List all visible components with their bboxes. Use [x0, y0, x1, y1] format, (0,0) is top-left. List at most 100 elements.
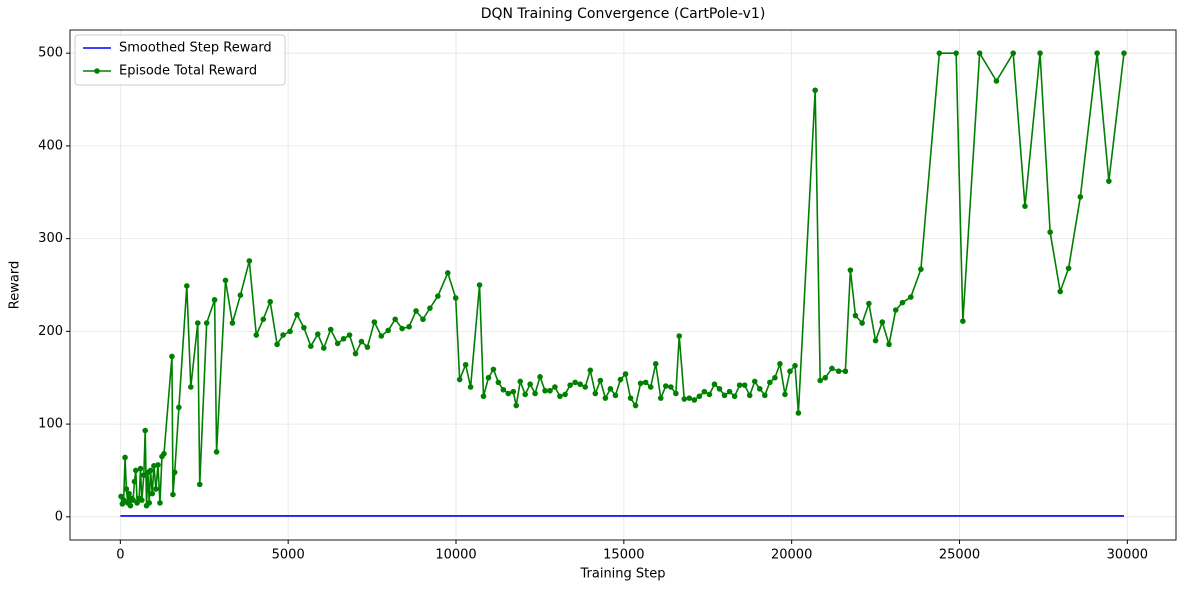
point	[456, 376, 463, 383]
point	[346, 332, 353, 338]
point	[120, 497, 127, 503]
point	[542, 387, 548, 394]
point	[169, 353, 175, 360]
point	[141, 472, 147, 478]
point	[852, 312, 859, 319]
point	[577, 381, 584, 388]
x-tick-label: 0	[116, 548, 124, 563]
point	[406, 323, 412, 330]
point	[592, 390, 599, 397]
point	[188, 384, 194, 390]
legend-label: Smoothed Step Reward	[119, 41, 272, 56]
point	[352, 350, 359, 357]
point	[253, 332, 260, 338]
point	[340, 335, 347, 342]
point	[762, 392, 768, 399]
point	[632, 402, 639, 409]
point	[812, 87, 818, 94]
point	[301, 324, 307, 331]
point	[1094, 50, 1100, 56]
point	[607, 386, 614, 392]
point	[364, 344, 371, 350]
point	[513, 402, 520, 409]
x-axis-label: Training Step	[579, 567, 665, 582]
point	[176, 404, 182, 411]
point	[936, 50, 943, 56]
point	[490, 366, 497, 373]
point	[139, 497, 145, 503]
point	[681, 396, 688, 402]
point	[127, 502, 134, 509]
point	[485, 374, 492, 381]
point	[842, 368, 849, 375]
point	[622, 371, 629, 377]
x-tick-label: 5000	[272, 548, 305, 563]
point	[627, 395, 634, 401]
point	[131, 478, 138, 485]
point	[130, 497, 136, 503]
point	[736, 382, 743, 388]
point	[602, 395, 609, 401]
point	[1106, 178, 1112, 184]
point	[1065, 265, 1072, 272]
point	[741, 382, 748, 388]
y-tick-label: 200	[38, 324, 63, 339]
point	[711, 381, 718, 388]
point	[652, 361, 659, 367]
point	[378, 333, 385, 339]
point	[706, 391, 713, 398]
point	[886, 341, 892, 348]
point	[716, 386, 723, 392]
point	[308, 343, 314, 350]
point	[567, 382, 573, 388]
point	[787, 368, 793, 375]
point	[294, 311, 300, 318]
point	[435, 293, 441, 299]
point	[184, 283, 190, 289]
point	[696, 393, 703, 400]
point	[153, 486, 159, 492]
point	[196, 481, 203, 488]
point	[657, 395, 664, 401]
point	[777, 361, 783, 367]
x-tick-label: 20000	[771, 548, 812, 563]
point	[582, 384, 589, 390]
point	[274, 341, 280, 348]
point	[123, 486, 130, 492]
point	[222, 277, 229, 284]
point	[572, 379, 578, 386]
point	[953, 50, 959, 56]
point	[751, 378, 758, 385]
point	[691, 397, 698, 403]
point	[847, 267, 854, 273]
point	[444, 270, 451, 276]
y-axis-label: Reward	[8, 261, 23, 309]
point	[557, 393, 563, 400]
point	[597, 377, 604, 384]
point	[726, 388, 733, 395]
y-tick-label: 100	[38, 417, 63, 432]
point	[976, 50, 983, 56]
y-tick-label: 500	[38, 46, 63, 61]
legend-marker	[94, 68, 100, 74]
point	[731, 393, 738, 400]
point	[137, 465, 144, 472]
point	[676, 333, 683, 339]
point	[782, 391, 788, 398]
x-tick-label: 25000	[939, 548, 980, 563]
point	[467, 384, 474, 390]
chart-title: DQN Training Convergence (CartPole-v1)	[481, 6, 766, 22]
point	[527, 381, 533, 388]
point	[399, 325, 405, 332]
point	[908, 294, 914, 300]
point	[171, 469, 178, 476]
point	[879, 319, 886, 325]
point	[1010, 50, 1017, 56]
point	[452, 295, 459, 301]
point	[155, 462, 161, 468]
y-tick-label: 400	[38, 138, 63, 153]
plot-frame	[69, 29, 1177, 541]
point	[767, 379, 773, 386]
point	[358, 338, 365, 345]
